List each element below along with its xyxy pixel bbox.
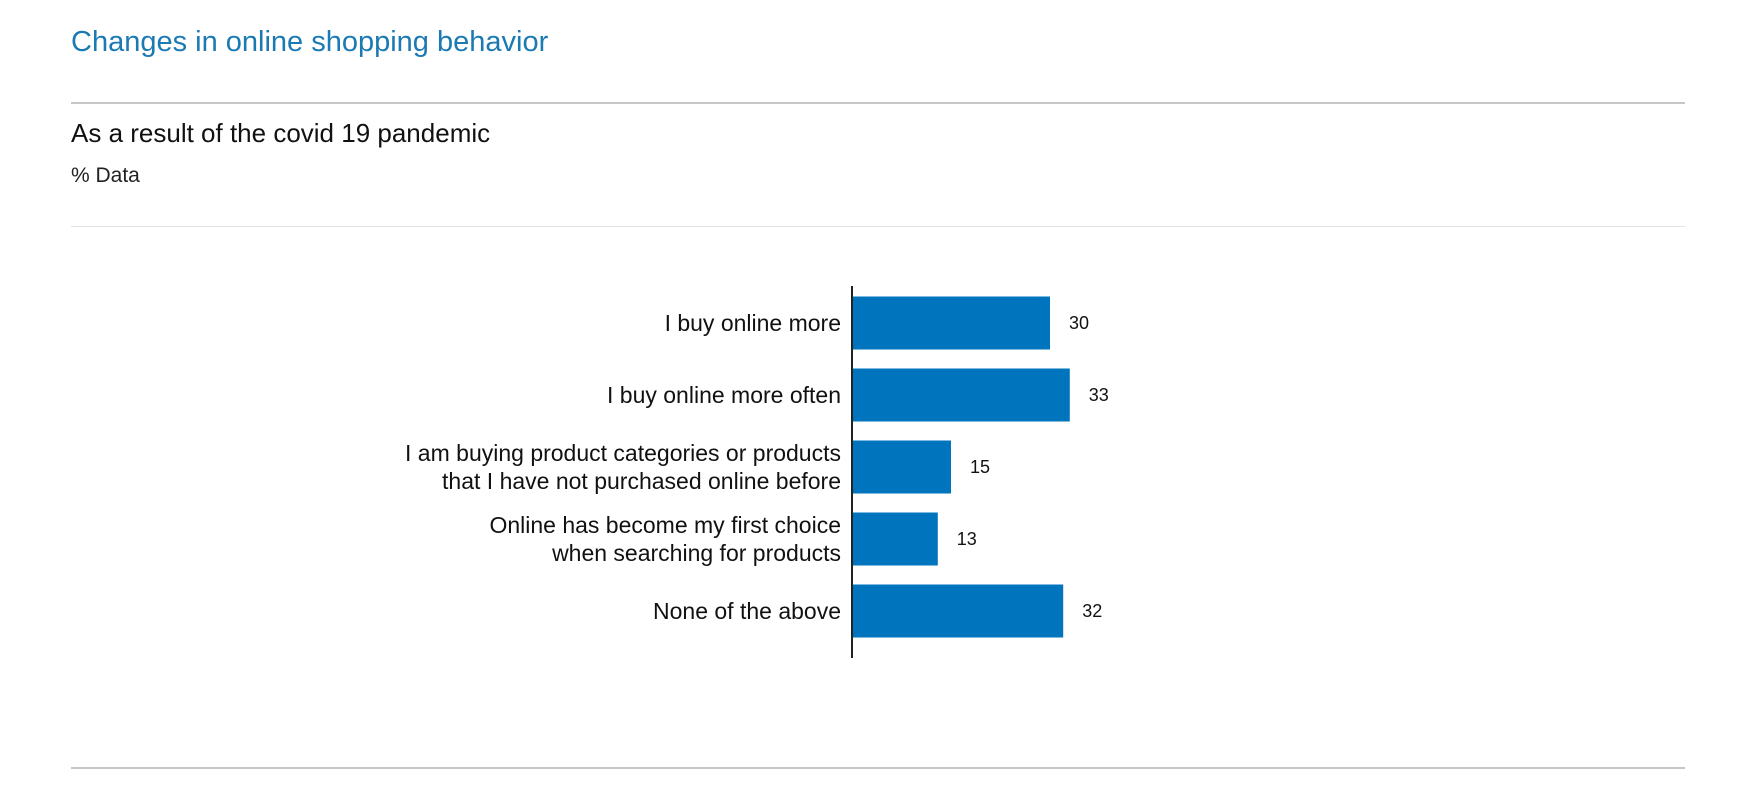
value-label-5: 32 [1082, 601, 1102, 621]
bar-1 [852, 296, 1050, 350]
middle-divider [71, 226, 1685, 227]
bar-2 [852, 368, 1070, 422]
chart-subtitle: As a result of the covid 19 pandemic [71, 118, 491, 148]
unit-label: % Data [71, 164, 140, 187]
bars-layer [852, 296, 1070, 638]
category-label-4: Online has become my first choice when se… [489, 512, 841, 566]
category-label-line: I buy online more often [607, 382, 841, 408]
bar-4 [852, 512, 938, 566]
value-labels-layer: 30 33 15 13 32 [957, 313, 1109, 621]
category-label-1: I buy online more [665, 310, 841, 336]
value-label-2: 33 [1089, 385, 1109, 405]
category-label-line: I am buying product categories or produc… [405, 440, 841, 466]
category-labels-layer: I buy online more I buy online more often… [405, 310, 841, 624]
value-label-3: 15 [970, 457, 990, 477]
category-label-line: None of the above [653, 598, 841, 624]
category-label-line: that I have not purchased online before [442, 468, 841, 494]
top-divider [71, 102, 1685, 104]
category-label-line: Online has become my first choice [489, 512, 841, 538]
category-label-3: I am buying product categories or produc… [405, 440, 841, 494]
bar-5 [852, 584, 1064, 638]
category-label-line: I buy online more [665, 310, 841, 336]
bar-3 [852, 440, 951, 494]
value-label-4: 13 [957, 529, 977, 549]
category-label-2: I buy online more often [607, 382, 841, 408]
value-label-1: 30 [1069, 313, 1089, 333]
bottom-divider [71, 767, 1685, 769]
page-title: Changes in online shopping behavior [71, 26, 549, 58]
category-label-5: None of the above [653, 598, 841, 624]
category-label-line: when searching for products [551, 540, 841, 566]
